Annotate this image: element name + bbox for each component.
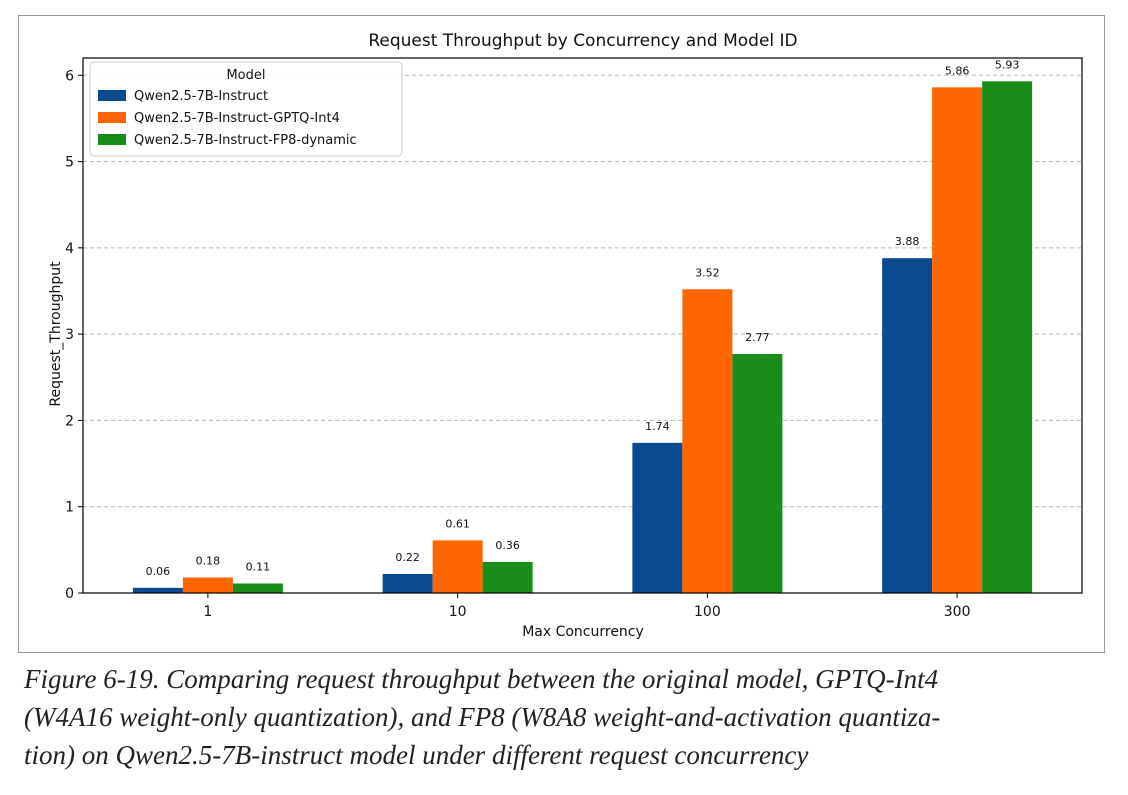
x-tick-label: 300 [944, 604, 971, 620]
bar [732, 353, 783, 593]
legend-swatch [98, 134, 126, 145]
plot-area: 0 1 2 3 4 5 6 0.06 0.18 0.11 1 0.22 0.61 0.36 10 1.74 3.… [65, 57, 1083, 620]
legend-label: Qwen2.5-7B-Instruct-GPTQ-Int4 [134, 111, 340, 126]
caption-line-3: tion) on Qwen2.5-7B-instruct model under… [24, 740, 809, 770]
bar-value-label: 0.36 [495, 539, 520, 552]
bar [932, 87, 983, 593]
x-tick-label: 1 [203, 604, 212, 620]
bar-value-label: 2.77 [745, 331, 770, 344]
y-tick-label: 0 [65, 586, 74, 602]
bar-value-label: 1.74 [645, 420, 670, 433]
y-tick-label: 2 [65, 413, 74, 429]
legend-title: Model [226, 68, 265, 83]
legend-swatch [98, 112, 126, 123]
x-tick-label: 100 [694, 604, 721, 620]
plot-frame [82, 57, 1083, 594]
bar-value-label: 3.88 [895, 235, 920, 248]
legend-label: Qwen2.5-7B-Instruct-FP8-dynamic [134, 133, 357, 148]
bar-value-label: 0.61 [445, 517, 470, 530]
y-tick-label: 5 [65, 155, 74, 171]
x-axis-label: Max Concurrency [522, 624, 644, 640]
bar [182, 577, 233, 593]
bar [632, 442, 683, 593]
caption-line-1: Figure 6-19. Comparing request throughpu… [24, 664, 939, 694]
y-tick-label: 1 [65, 500, 74, 516]
caption-line-2: (W4A16 weight-only quantization), and FP… [24, 702, 941, 732]
bar-value-label: 0.18 [196, 554, 221, 567]
y-tick-label: 4 [65, 241, 74, 257]
legend-box [89, 61, 403, 157]
bar-value-label: 3.52 [695, 266, 720, 279]
chart-title: Request Throughput by Concurrency and Mo… [368, 31, 797, 51]
bar-chart: Request Throughput by Concurrency and Mo… [48, 31, 1083, 640]
figure-caption: Figure 6-19. Comparing request throughpu… [24, 660, 1114, 774]
legend-swatch [98, 90, 126, 101]
bar [232, 583, 283, 593]
legend-label: Qwen2.5-7B-Instruct [134, 89, 268, 104]
bar [382, 574, 433, 593]
bar-value-label: 0.11 [246, 561, 271, 574]
bar-value-label: 0.22 [395, 551, 420, 564]
bar [882, 258, 933, 593]
legend: Model Qwen2.5-7B-Instruct Qwen2.5-7B-Instr… [89, 61, 403, 157]
bar-value-label: 5.86 [945, 64, 970, 77]
y-tick-label: 3 [65, 327, 74, 343]
x-tick-label: 10 [449, 604, 467, 620]
bar-value-label: 5.93 [995, 58, 1020, 71]
bar [982, 81, 1033, 593]
bar [132, 587, 183, 593]
y-tick-label: 6 [65, 68, 74, 84]
bar [682, 289, 733, 593]
bar-value-label: 0.06 [146, 565, 171, 578]
y-axis-label: Request_Throughput [48, 261, 64, 407]
bar [432, 540, 483, 593]
bar [482, 561, 533, 593]
